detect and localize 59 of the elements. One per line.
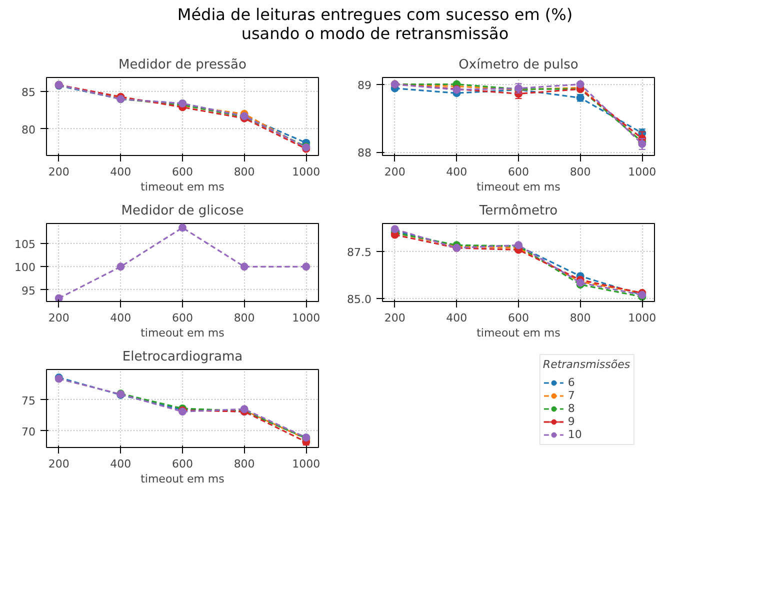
x-tick-label: 400 (110, 312, 132, 324)
chart-title: Eletrocardiograma (122, 350, 243, 364)
x-axis-title: timeout em ms (140, 472, 225, 486)
point (302, 262, 310, 271)
x-tick-label: 1000 (292, 312, 320, 324)
text: Média de leituras entregues com sucesso em (%) usando o modo de retransmissão (177, 5, 573, 43)
x-tick-label: 800 (570, 166, 591, 178)
x-tick-label: 800 (234, 312, 255, 324)
x-tick-label: 200 (384, 312, 406, 324)
x-tick-label: 200 (48, 458, 70, 470)
x-tick-label: 600 (172, 312, 193, 324)
chart-title: Medidor de glicose (121, 204, 244, 218)
point (240, 262, 248, 271)
x-tick-label: 1000 (292, 458, 320, 470)
x-tick-label: 800 (570, 312, 591, 324)
x-tick-label: 400 (446, 312, 468, 324)
x-tick-label: 400 (110, 458, 132, 470)
x-tick-label: 200 (48, 312, 70, 324)
x-tick-label: 800 (234, 166, 255, 178)
legend-label: 10 (568, 428, 583, 441)
x-tick-label: 400 (446, 166, 468, 178)
x-tick-label: 200 (384, 166, 406, 178)
y-tick-label: 95 (22, 284, 36, 298)
x-tick-label: 1000 (628, 166, 656, 178)
x-axis-title: timeout em ms (476, 326, 561, 340)
y-tick-label: 70 (22, 425, 36, 438)
y-tick-label: 100 (14, 261, 36, 274)
x-tick-label: 600 (172, 166, 193, 178)
x-tick-label: 600 (172, 458, 193, 470)
y-tick-label: 85.0 (347, 293, 372, 306)
y-tick-label: 87.5 (347, 246, 372, 260)
chart-title: Termômetro (478, 204, 558, 218)
point (178, 224, 186, 232)
x-tick-label: 200 (48, 166, 70, 178)
x-tick-label: 600 (508, 312, 529, 324)
point (116, 262, 125, 271)
x-tick-label: 600 (508, 166, 529, 178)
legend-title: Retransmissões (542, 358, 630, 371)
chart-title: Oxímetro de pulso (458, 58, 578, 72)
point (576, 80, 584, 88)
y-tick-label: 89 (358, 78, 372, 92)
chart-title: Medidor de pressão (118, 58, 247, 72)
legend-label: 9 (568, 415, 576, 428)
point (54, 294, 63, 302)
x-axis-title: timeout em ms (140, 180, 225, 194)
x-axis-title: timeout em ms (476, 180, 561, 194)
x-tick-label: 1000 (292, 166, 320, 178)
y-tick-label: 105 (14, 238, 36, 251)
legend-label: 7 (568, 389, 576, 402)
x-tick-label: 800 (234, 458, 255, 470)
x-tick-label: 400 (110, 166, 132, 178)
y-tick-label: 85 (22, 86, 36, 100)
y-tick-label: 75 (22, 394, 36, 408)
x-tick-label: 1000 (628, 312, 656, 324)
legend-label: 6 (568, 376, 576, 389)
y-tick-label: 80 (22, 123, 36, 136)
y-tick-label: 88 (358, 146, 372, 160)
x-axis-title: timeout em ms (140, 326, 225, 340)
legend-label: 8 (568, 402, 576, 415)
